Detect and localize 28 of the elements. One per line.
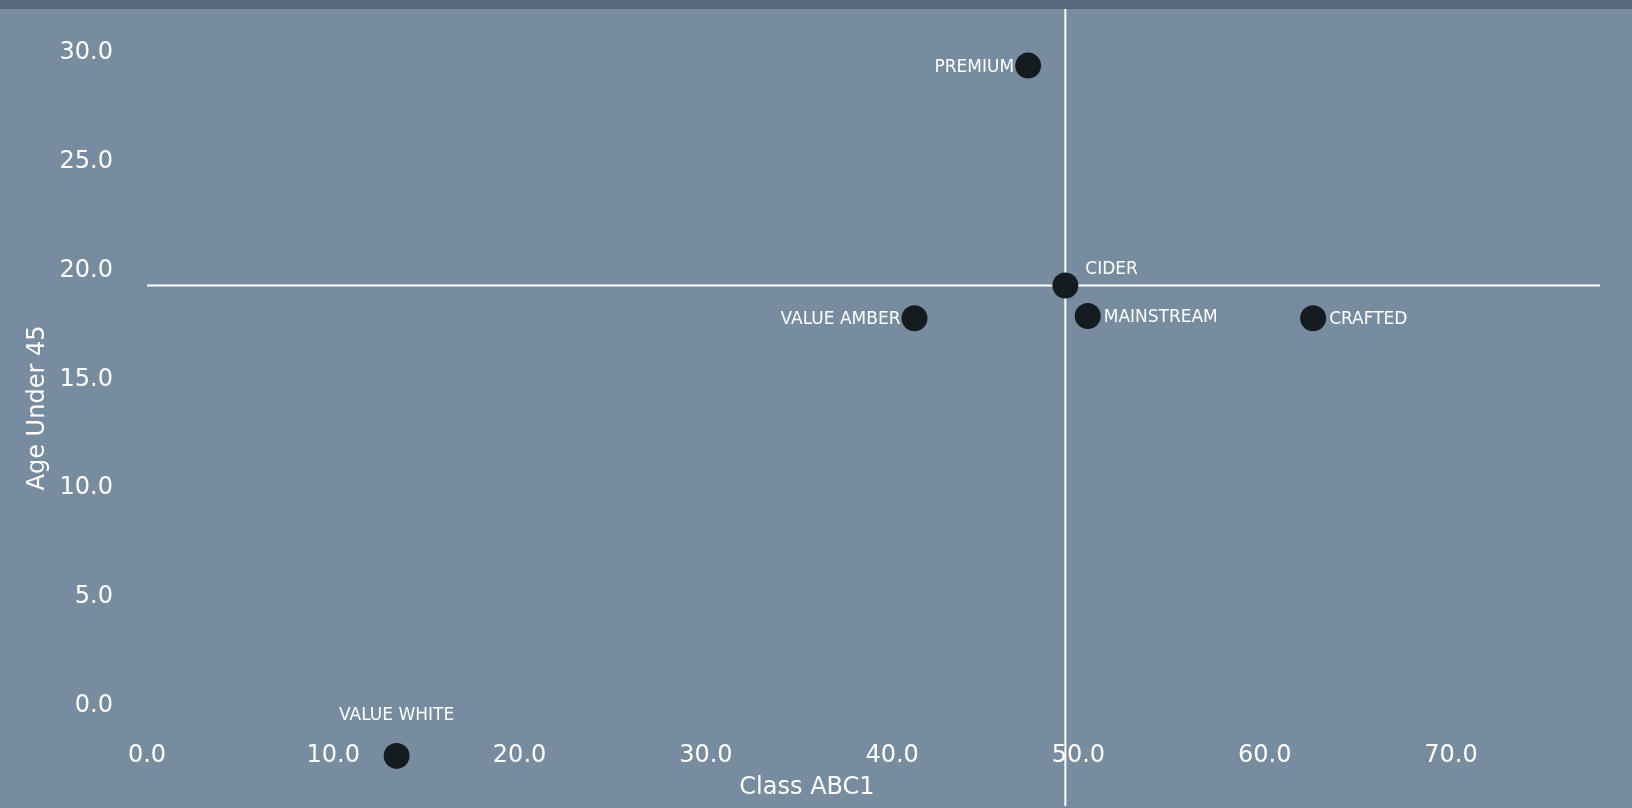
x-tick-label: 40.0 (865, 740, 919, 768)
annotation: CRAFTED (1329, 308, 1408, 329)
x-tick-label: 70.0 (1424, 740, 1478, 768)
point (1074, 303, 1101, 330)
x-tick-label: 60.0 (1237, 740, 1292, 768)
y-tick-label: 20.0 (59, 254, 113, 283)
point (1300, 305, 1327, 332)
x-tick-label: 30.0 (679, 740, 733, 768)
annotation: VALUE WHITE (339, 703, 455, 724)
annotation: VALUE AMBER (780, 308, 901, 329)
point (383, 742, 410, 769)
y-axis-title: Age Under 45 (22, 325, 50, 491)
y-tick-label: 5.0 (74, 581, 113, 610)
annotation: MAINSTREAM (1103, 306, 1218, 327)
y-tick-label: 0.0 (74, 690, 113, 719)
annotation: CIDER (1085, 257, 1139, 278)
x-axis-title: Class ABC1 (738, 772, 876, 800)
annotation: PREMIUM (934, 55, 1015, 76)
y-tick-label: 10.0 (59, 472, 113, 501)
y-tick-label: 30.0 (59, 36, 113, 65)
point (1015, 52, 1042, 79)
x-tick-label: 0.0 (127, 740, 167, 768)
y-tick-label: 15.0 (59, 363, 113, 392)
point (901, 305, 928, 332)
x-tick-label: 20.0 (492, 740, 547, 768)
y-tick-label: 25.0 (59, 145, 113, 174)
x-tick-label: 10.0 (306, 740, 360, 768)
point (1052, 272, 1079, 299)
